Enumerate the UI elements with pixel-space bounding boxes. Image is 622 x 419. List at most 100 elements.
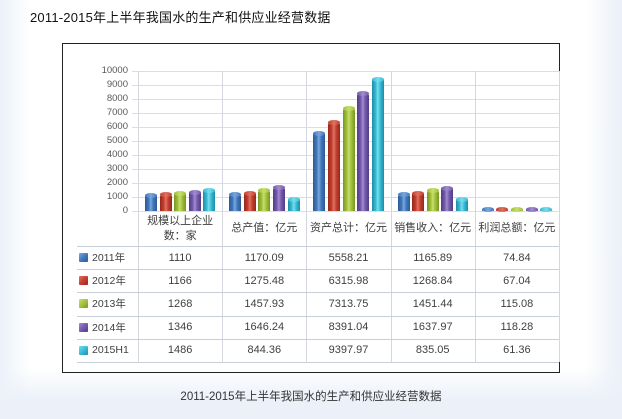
y-axis-tick-label: 8000 — [106, 93, 128, 104]
bar-cap — [481, 207, 494, 213]
bar — [397, 192, 410, 211]
bar-cap — [188, 189, 201, 195]
table-border — [77, 269, 559, 271]
table-cell: 67.04 — [503, 274, 531, 287]
legend-item: 2012年 — [79, 269, 126, 292]
bar — [540, 207, 553, 213]
legend-label: 2014年 — [92, 321, 126, 334]
bar — [272, 185, 285, 211]
legend-item: 2011年 — [79, 246, 125, 269]
table-cell: 835.05 — [415, 344, 450, 357]
table-cell: 9397.97 — [328, 344, 369, 357]
bar — [258, 188, 271, 211]
gridline — [132, 99, 559, 100]
table-cell: 1165.89 — [413, 251, 453, 264]
bar-cap — [258, 188, 271, 194]
bar-cap — [144, 192, 157, 198]
bar — [455, 196, 468, 211]
bar-cap — [243, 190, 256, 196]
table-header-cell: 利润总额：亿元 — [478, 222, 556, 235]
legend-label: 2012年 — [92, 275, 126, 288]
bar — [243, 190, 256, 211]
bar-cap — [397, 192, 410, 198]
bar — [525, 206, 538, 212]
table-cell: 1268 — [167, 297, 193, 310]
legend-key — [79, 345, 88, 355]
bar-cap — [412, 190, 425, 196]
bar — [287, 196, 300, 211]
bar-cap — [525, 206, 538, 212]
table-border — [77, 362, 559, 363]
table-header-cell: 总产值：亿元 — [231, 222, 298, 235]
y-axis-tick-label: 7000 — [106, 107, 128, 118]
bar — [159, 192, 172, 211]
gridline — [132, 211, 559, 212]
table-cell: 115.08 — [500, 297, 534, 310]
bar-cap — [455, 196, 468, 202]
table-cell: 118.28 — [500, 321, 534, 334]
bar-cap — [441, 185, 454, 191]
legend-key — [79, 276, 88, 286]
table-cell: 6315.98 — [328, 274, 369, 287]
table-cell: 1346 — [167, 321, 193, 334]
bar — [357, 91, 370, 211]
legend-key — [79, 253, 88, 263]
table-cell: 1166 — [168, 274, 192, 287]
table-header-cell: 规模以上企业数：家 — [147, 214, 214, 242]
table-header-cell: 销售收入：亿元 — [394, 222, 472, 235]
bar — [229, 192, 242, 211]
category-separator — [474, 71, 476, 362]
bar-cap — [229, 192, 242, 198]
y-axis-tick-label: 0 — [122, 205, 128, 216]
table-cell: 61.36 — [503, 344, 531, 357]
table-cell: 1275.48 — [244, 274, 285, 287]
gridline — [132, 85, 559, 86]
bar-cap — [272, 185, 285, 191]
table-border — [77, 292, 559, 294]
table-cell: 7313.75 — [328, 297, 369, 310]
category-separator — [306, 71, 308, 362]
bar-cap — [287, 196, 300, 202]
table-header-cell: 资产总计：亿元 — [309, 222, 387, 235]
legend-item: 2014年 — [79, 316, 126, 339]
bar-cap — [357, 91, 370, 97]
bar-cap — [159, 192, 172, 198]
bar — [174, 190, 187, 211]
table-cell: 1110 — [168, 251, 192, 264]
bar-cap — [371, 76, 384, 82]
y-axis-tick-label: 6000 — [106, 121, 128, 132]
table-border — [77, 246, 559, 247]
category-separator — [559, 71, 560, 362]
table-cell: 1451.44 — [412, 297, 453, 310]
bar — [510, 206, 523, 212]
page-title: 2011-2015年上半年我国水的生产和供应业经营数据 — [30, 10, 331, 25]
bar — [188, 189, 201, 211]
table-cell: 1486 — [167, 344, 193, 357]
bar-cap — [426, 188, 439, 194]
bar-cap — [203, 187, 216, 193]
table-cell: 844.36 — [247, 344, 282, 357]
legend-item: 2013年 — [79, 292, 126, 315]
bar-cap — [496, 207, 509, 213]
table-cell: 1637.97 — [412, 321, 453, 334]
y-axis-tick-label: 10000 — [101, 65, 128, 76]
table-cell: 1268.84 — [412, 274, 453, 287]
category-separator — [390, 71, 392, 362]
bar — [342, 106, 355, 211]
legend-key — [79, 299, 88, 309]
bar-cap — [174, 190, 187, 196]
chart-caption: 2011-2015年上半年我国水的生产和供应业经营数据 — [180, 391, 442, 403]
bar — [203, 187, 216, 211]
y-axis-tick-label: 3000 — [106, 163, 128, 174]
y-axis-tick-label: 2000 — [106, 177, 128, 188]
y-axis-tick-label: 1000 — [106, 191, 128, 202]
table-cell: 5558.21 — [328, 251, 369, 264]
y-axis-tick-label: 5000 — [106, 135, 128, 146]
table-border — [77, 315, 559, 317]
bar — [481, 207, 494, 213]
bar-cap — [540, 207, 553, 213]
table-cell: 1457.93 — [244, 297, 285, 310]
bar-cap — [327, 120, 340, 126]
bar — [412, 190, 425, 211]
